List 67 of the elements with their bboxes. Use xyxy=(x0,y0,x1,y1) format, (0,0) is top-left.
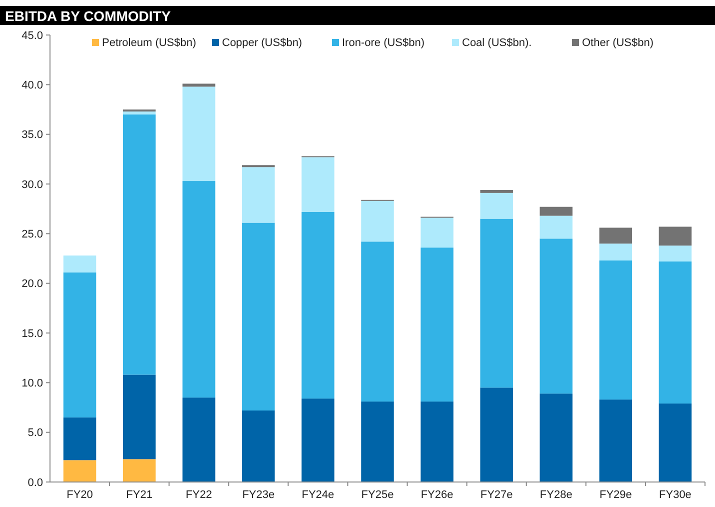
bar xyxy=(480,388,513,482)
bar xyxy=(599,244,632,260)
bar xyxy=(242,222,275,410)
chart-title: EBITDA BY COMMODITY xyxy=(5,8,172,24)
x-tick-label: FY30e xyxy=(659,489,692,501)
bar xyxy=(540,216,573,239)
y-tick-label: 25.0 xyxy=(22,228,43,241)
bar xyxy=(599,400,632,482)
x-tick-label: FY28e xyxy=(540,489,572,501)
bar xyxy=(302,157,334,212)
bar xyxy=(361,200,394,242)
y-tick-label: 10.0 xyxy=(22,378,43,390)
bar xyxy=(242,410,275,482)
bar xyxy=(599,260,632,400)
bar xyxy=(182,86,216,182)
bar xyxy=(182,84,216,87)
bar xyxy=(63,256,96,272)
y-tick-label: 20.0 xyxy=(22,278,43,290)
legend-label: Other (US$bn) xyxy=(582,37,654,49)
bar xyxy=(599,228,632,244)
x-tick-label: FY24e xyxy=(302,489,334,501)
bar xyxy=(658,404,692,482)
x-tick-label: FY29e xyxy=(599,489,632,501)
x-tick-label: FY26e xyxy=(420,489,454,501)
bar xyxy=(480,190,513,193)
bar xyxy=(63,460,96,482)
y-tick-label: 40.0 xyxy=(22,80,43,92)
legend-label: Iron-ore (US$bn) xyxy=(342,37,425,49)
y-tick-label: 35.0 xyxy=(22,129,43,142)
y-tick-label: 5.0 xyxy=(28,427,43,440)
bar xyxy=(122,459,156,482)
x-tick-label: FY20 xyxy=(66,489,93,501)
bar xyxy=(361,242,394,402)
legend-label: Copper (US$bn) xyxy=(222,37,302,49)
y-tick-label: 0.0 xyxy=(28,476,43,489)
x-tick-label: FY27e xyxy=(480,489,513,501)
bar xyxy=(302,398,334,482)
bar xyxy=(480,192,513,219)
x-tick-label: FY22 xyxy=(186,489,212,501)
bar xyxy=(540,238,573,394)
bar xyxy=(540,394,573,482)
bar xyxy=(420,248,454,402)
bar xyxy=(302,212,334,399)
bar xyxy=(658,246,692,262)
bar xyxy=(122,111,156,114)
x-tick-label: FY25e xyxy=(361,489,394,501)
bar xyxy=(63,417,96,460)
bar xyxy=(122,114,156,375)
bar xyxy=(63,272,96,418)
y-tick-label: 30.0 xyxy=(22,178,43,191)
bar xyxy=(361,402,394,482)
bar xyxy=(420,402,454,482)
bar xyxy=(658,226,692,246)
bar xyxy=(242,167,275,223)
x-tick-label: FY23e xyxy=(242,489,275,501)
y-tick-label: 45.0 xyxy=(22,30,43,42)
bar xyxy=(540,206,573,216)
bar xyxy=(182,181,216,398)
legend-label: Coal (US$bn). xyxy=(462,37,532,49)
bar xyxy=(182,398,216,482)
bar xyxy=(480,218,513,388)
y-tick-label: 15.0 xyxy=(22,328,43,340)
bar xyxy=(658,261,692,404)
bar xyxy=(420,218,454,248)
legend-label: Petroleum (US$bn) xyxy=(102,37,196,49)
x-tick-label: FY21 xyxy=(126,489,152,501)
bar xyxy=(122,374,156,460)
